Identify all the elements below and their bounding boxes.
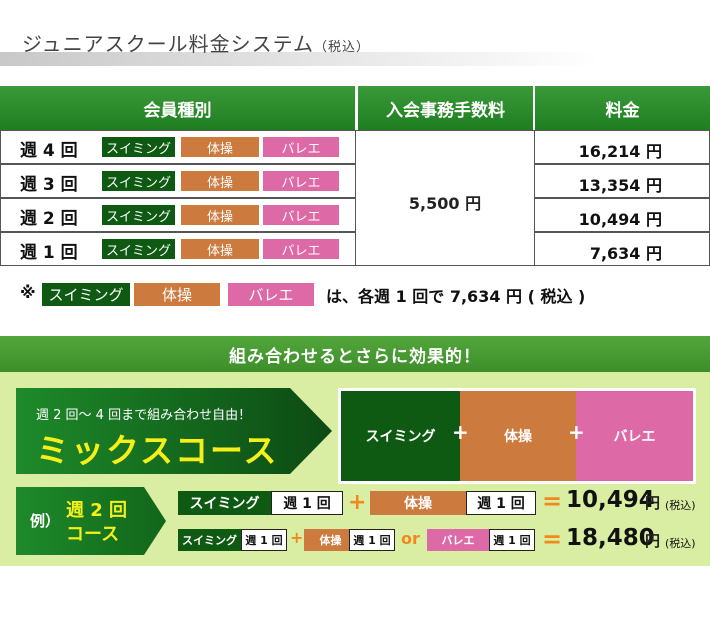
example-course-line1: 週 2 回 xyxy=(66,500,128,521)
entry-fee-value: 5,500 円 xyxy=(408,194,482,213)
header-entry-fee: 入会事務手数料 xyxy=(357,86,534,130)
price-cell xyxy=(534,130,710,164)
example-label: 例） xyxy=(30,512,61,530)
per-week-box: 週 1 回 xyxy=(349,529,395,551)
swim-tag: スイミング xyxy=(102,171,175,191)
ballet-tag: バレエ xyxy=(263,137,339,157)
swim-tag: スイミング xyxy=(178,529,241,551)
plus-icon: + xyxy=(452,420,469,444)
tax-note: (税込) xyxy=(665,537,696,550)
swim-tag: スイミング xyxy=(102,239,175,259)
gym-tag: 体操 xyxy=(181,205,259,225)
mix-swim: スイミング xyxy=(341,391,460,481)
gym-tag: 体操 xyxy=(181,137,259,157)
ballet-tag: バレエ xyxy=(263,171,339,191)
equals-icon: = xyxy=(542,487,563,515)
page-title-tax: （税込） xyxy=(314,40,371,55)
row-price: 7,634 円 xyxy=(589,244,662,263)
combo-banner: 組み合わせるとさらに効果的！ xyxy=(0,336,710,372)
example-arrow-shape xyxy=(16,487,166,555)
header-price: 料金 xyxy=(535,86,710,130)
swim-tag: スイミング xyxy=(42,283,130,306)
per-week-box: 週 1 回 xyxy=(241,529,287,551)
note-text: は、各週 1 回で 7,634 円 ( 税込 ) xyxy=(326,287,586,306)
row-label: 週 1 回 xyxy=(20,243,78,263)
example-total: 10,494 xyxy=(566,487,655,513)
header-member-type: 会員種別 xyxy=(0,86,355,130)
page-title: ジュニアスクール料金システム（税込） xyxy=(22,28,370,57)
plus-icon: + xyxy=(348,490,367,515)
yen-unit: 円 xyxy=(645,494,661,512)
gym-tag: 体操 xyxy=(134,283,220,306)
mix-course-title: ミックスコース xyxy=(36,431,279,470)
swim-tag: スイミング xyxy=(102,205,175,225)
swim-tag: スイミング xyxy=(102,137,175,157)
title-underline xyxy=(0,52,600,66)
example-total-2: 18,480 xyxy=(566,525,655,551)
plus-icon: + xyxy=(290,528,304,547)
ballet-tag: バレエ xyxy=(427,529,489,551)
note-mark: ※ xyxy=(20,283,36,302)
row-price: 13,354 円 xyxy=(578,176,662,195)
gym-tag: 体操 xyxy=(181,239,259,259)
per-week-box: 週 1 回 xyxy=(271,491,343,515)
tax-note: (税込) xyxy=(665,499,696,512)
ballet-tag: バレエ xyxy=(263,239,339,259)
per-week-box: 週 1 回 xyxy=(466,491,536,515)
page-title-text: ジュニアスクール料金システム xyxy=(22,32,314,56)
gym-tag: 体操 xyxy=(181,171,259,191)
row-label: 週 2 回 xyxy=(20,209,78,229)
ballet-tag: バレエ xyxy=(263,205,339,225)
mix-arrow-shape xyxy=(16,388,332,474)
swim-tag: スイミング xyxy=(178,491,271,515)
example-course-line2: コース xyxy=(66,524,120,545)
price-cell xyxy=(534,164,710,198)
ballet-tag: バレエ xyxy=(228,283,314,306)
mix-ballet: バレエ xyxy=(576,391,693,481)
or-text: or xyxy=(401,529,420,548)
per-week-box: 週 1 回 xyxy=(489,529,535,551)
plus-icon: + xyxy=(568,420,585,444)
price-cell xyxy=(534,198,710,232)
equals-icon: = xyxy=(542,525,563,553)
mix-gym: 体操 xyxy=(460,391,576,481)
row-label: 週 3 回 xyxy=(20,175,78,195)
row-price: 10,494 円 xyxy=(578,210,662,229)
gym-tag: 体操 xyxy=(304,529,357,551)
price-cell xyxy=(534,232,710,266)
gym-tag: 体操 xyxy=(370,491,466,515)
mix-subtitle: 週 2 回〜 4 回まで組み合わせ自由！ xyxy=(36,408,252,423)
yen-unit: 円 xyxy=(645,532,661,550)
row-label: 週 4 回 xyxy=(20,141,78,161)
row-price: 16,214 円 xyxy=(578,142,662,161)
entry-fee-cell xyxy=(355,130,535,266)
